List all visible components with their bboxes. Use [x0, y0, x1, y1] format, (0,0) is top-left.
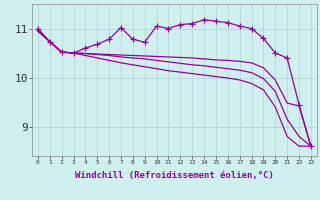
X-axis label: Windchill (Refroidissement éolien,°C): Windchill (Refroidissement éolien,°C): [75, 171, 274, 180]
